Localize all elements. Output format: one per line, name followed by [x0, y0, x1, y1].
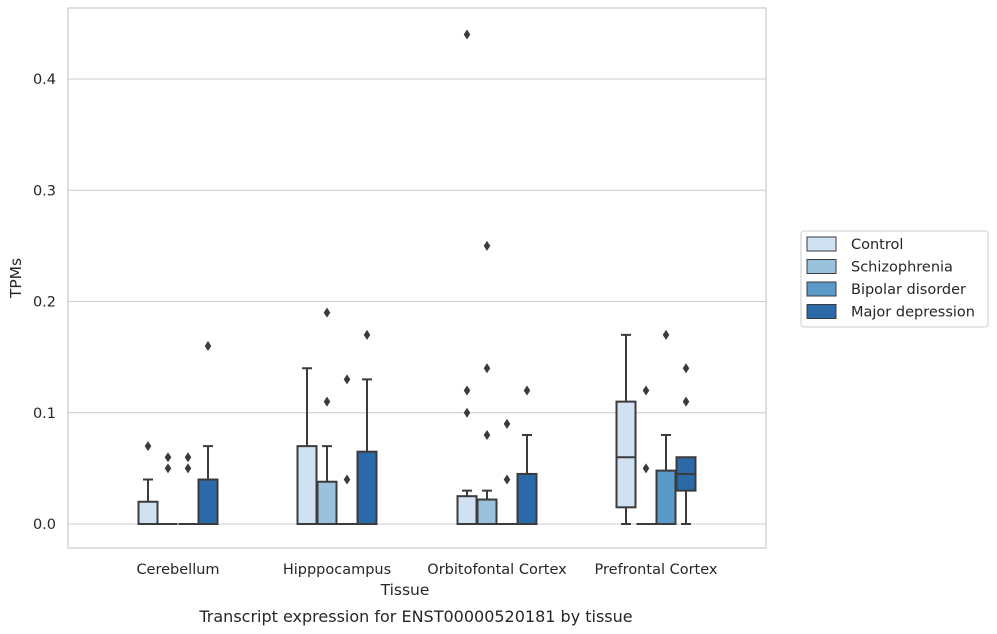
chart-caption: Transcript expression for ENST0000052018…: [198, 607, 632, 626]
box-2-series-1: [296, 367, 318, 525]
outlier-point: [343, 474, 351, 485]
legend-label: Bipolar disorder: [851, 282, 966, 298]
box-2-series-4: [356, 329, 378, 525]
outlier-point: [483, 240, 491, 251]
outlier-point: [144, 441, 152, 452]
box-iqr: [197, 478, 219, 525]
box-iqr: [137, 500, 159, 525]
x-tick-label: Hipppocampus: [283, 562, 391, 578]
x-tick-label: Prefrontal Cortex: [595, 562, 718, 578]
box-iqr: [356, 450, 378, 525]
legend-label: Control: [851, 237, 903, 253]
box-iqr: [516, 472, 538, 525]
x-axis-label: Tissue: [380, 581, 430, 599]
outlier-point: [204, 341, 212, 351]
outlier-point: [463, 29, 471, 40]
box-4-series-2: [636, 385, 656, 525]
outlier-point: [642, 463, 650, 474]
legend-swatch: [806, 304, 837, 319]
box-plot-area: [137, 29, 697, 526]
y-axis-label: TPMs: [7, 258, 25, 299]
box-4-series-1: [615, 333, 637, 525]
outlier-point: [642, 385, 650, 396]
outlier-point: [483, 430, 491, 440]
x-tick-label: Cerebellum: [136, 562, 219, 578]
box-1-series-4: [197, 341, 219, 525]
box-4-series-4: [675, 363, 697, 525]
y-tick-label: 0.0: [33, 517, 56, 533]
outlier-point: [523, 385, 531, 396]
legend-swatch: [806, 259, 837, 274]
box-1-series-1: [137, 441, 159, 525]
x-axis-ticks: Cerebellum Hipppocampus Orbitofontal Corte…: [136, 562, 717, 578]
outlier-point: [662, 329, 670, 340]
outlier-point: [343, 374, 351, 385]
legend-frame: [800, 230, 989, 328]
box-3-series-2: [476, 240, 498, 525]
outlier-point: [483, 363, 491, 374]
legend: Control Schizophrenia Bipolar disorder Majo…: [800, 230, 989, 328]
box-1-series-2: [158, 452, 178, 525]
box-iqr: [615, 400, 637, 509]
box-3-series-1: [456, 29, 478, 525]
box-2-series-2: [316, 307, 338, 526]
legend-label: Schizophrenia: [851, 260, 953, 276]
outlier-point: [503, 474, 511, 485]
y-tick-label: 0.4: [33, 72, 56, 88]
outlier-point: [682, 396, 690, 407]
outlier-point: [184, 452, 192, 463]
outlier-point: [463, 407, 471, 418]
x-tick-label: Orbitofontal Cortex: [427, 562, 567, 578]
box-1-series-3: [178, 452, 198, 525]
box-iqr: [296, 445, 318, 525]
y-tick-label: 0.1: [33, 406, 56, 422]
box-iqr: [655, 469, 677, 526]
box-2-series-3: [337, 374, 357, 525]
outlier-point: [164, 452, 172, 463]
box-3-series-4: [516, 385, 538, 525]
outlier-point: [184, 463, 192, 474]
box-3-series-3: [497, 418, 517, 525]
legend-swatch: [806, 236, 837, 252]
box-4-series-3: [655, 329, 677, 526]
outlier-point: [323, 307, 331, 318]
outlier-point: [463, 385, 471, 396]
plot-frame: [67, 7, 767, 549]
y-tick-label: 0.3: [33, 183, 56, 199]
box-iqr: [456, 495, 478, 525]
legend-swatch: [806, 281, 837, 297]
box-iqr: [316, 480, 338, 526]
outlier-point: [503, 418, 511, 429]
y-tick-label: 0.2: [33, 295, 56, 311]
outlier-point: [164, 463, 172, 474]
outlier-point: [323, 396, 331, 407]
outlier-point: [363, 329, 371, 340]
y-axis-ticks: 0.0 0.1 0.2 0.3 0.4: [33, 72, 56, 533]
box-iqr: [476, 498, 498, 525]
outlier-point: [682, 363, 690, 374]
gridlines: [68, 78, 766, 525]
legend-label: Major depression: [851, 305, 975, 321]
